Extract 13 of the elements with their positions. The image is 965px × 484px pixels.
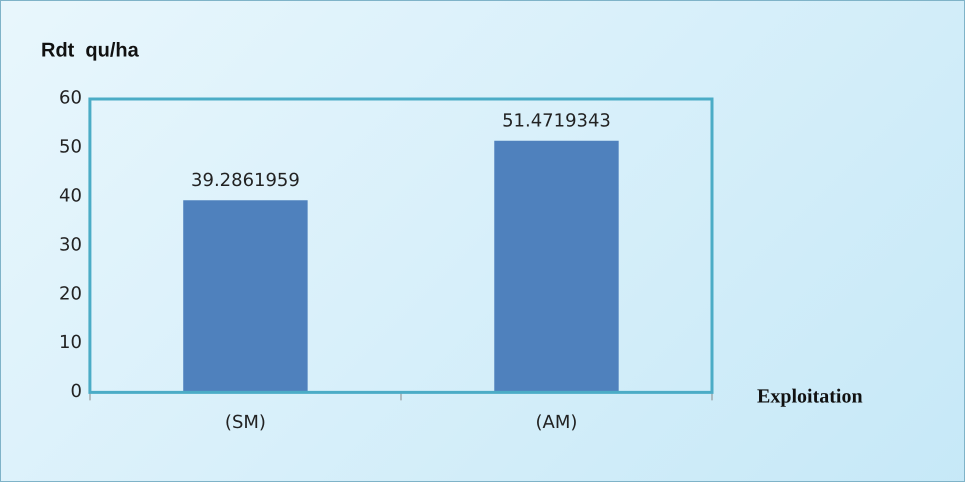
y-tick-label: 0 xyxy=(70,381,82,402)
y-tick-label: 30 xyxy=(59,234,82,256)
y-tick-label: 40 xyxy=(59,185,82,206)
y-tick-label: 10 xyxy=(59,332,82,354)
y-tick-label: 20 xyxy=(59,283,82,304)
y-axis-title: Rdt qu/ha xyxy=(41,40,140,62)
y-tick-label: 60 xyxy=(59,88,82,109)
x-tick-label: (SM) xyxy=(224,412,266,433)
data-label: 39.2861959 xyxy=(191,170,300,191)
x-tick-label: (AM) xyxy=(536,412,578,433)
x-axis-title: Exploitation xyxy=(757,386,863,408)
data-label: 51.4719343 xyxy=(502,110,611,132)
y-tick-label: 50 xyxy=(59,136,82,158)
